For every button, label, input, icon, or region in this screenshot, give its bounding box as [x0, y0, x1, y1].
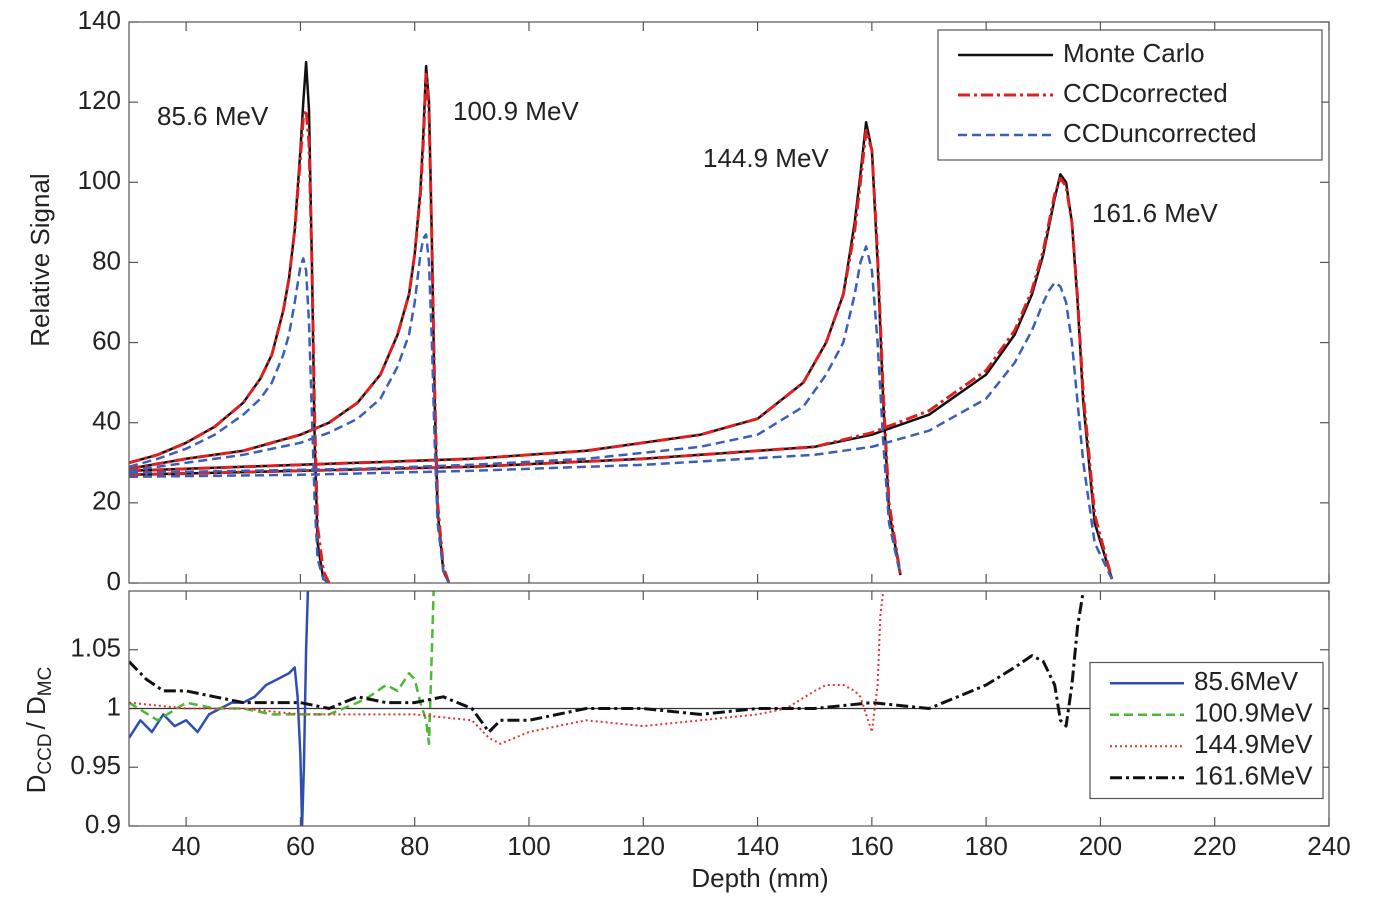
- legend-label: CCDuncorrected: [1063, 118, 1257, 148]
- y-tick-label: 100: [78, 165, 121, 195]
- y-tick-label: 20: [92, 486, 121, 516]
- data-line: [129, 245, 902, 576]
- data-line: [129, 176, 1114, 580]
- y-tick-label: 0.95: [70, 750, 121, 780]
- data-line: [129, 72, 451, 583]
- x-tick-label: 140: [736, 831, 779, 861]
- data-line: [129, 233, 451, 583]
- data-line: [129, 108, 331, 583]
- plot-lines: [129, 60, 1114, 583]
- y-tick-label: 40: [92, 406, 121, 436]
- legend-label: CCDcorrected: [1063, 78, 1228, 108]
- plot-lines: [129, 591, 1085, 826]
- y-tick-label: 80: [92, 245, 121, 275]
- data-line: [129, 281, 1114, 580]
- data-line: [129, 591, 435, 746]
- y-axis-label: Relative Signal: [25, 173, 55, 346]
- data-line: [129, 257, 330, 583]
- x-axis-label: Depth (mm): [691, 863, 828, 893]
- legend-box: [1089, 661, 1324, 800]
- axes-frame: [128, 21, 1330, 584]
- annotation: 85.6 MeV: [157, 101, 269, 131]
- legend-label: 85.6MeV: [1194, 666, 1299, 696]
- label-part: D: [21, 775, 51, 794]
- x-tick-label: 60: [286, 831, 315, 861]
- data-line: [129, 591, 885, 745]
- x-tick-label: 40: [172, 831, 201, 861]
- label-part: / D: [21, 696, 51, 729]
- y-tick-label: 60: [92, 325, 121, 355]
- x-tick-label: 200: [1079, 831, 1122, 861]
- annotation: 161.6 MeV: [1092, 198, 1218, 228]
- y-tick-label: 120: [78, 85, 121, 115]
- axes-frame: [128, 590, 1330, 827]
- legend-label: 100.9MeV: [1194, 698, 1313, 728]
- annotation: 144.9 MeV: [703, 143, 829, 173]
- legend-label: Monte Carlo: [1063, 38, 1205, 68]
- x-tick-label: 100: [507, 831, 550, 861]
- data-line: [129, 128, 902, 576]
- data-line: [129, 591, 1085, 734]
- y-axis-label: DCCD / DMC: [21, 667, 56, 794]
- x-tick-label: 120: [622, 831, 665, 861]
- y-tick-label: 1: [107, 691, 121, 721]
- y-tick-label: 1.05: [70, 633, 121, 663]
- data-line: [129, 591, 310, 826]
- x-tick-label: 180: [964, 831, 1007, 861]
- y-tick-label: 0: [107, 566, 121, 596]
- legend-label: 161.6MeV: [1194, 761, 1313, 791]
- y-tick-label: 0.9: [85, 809, 121, 839]
- legend-label: 144.9MeV: [1194, 729, 1313, 759]
- label-part: MC: [35, 667, 56, 697]
- label-part: CCD: [35, 733, 56, 774]
- legend-box: [937, 29, 1323, 161]
- x-tick-label: 160: [850, 831, 893, 861]
- x-tick-label: 220: [1193, 831, 1236, 861]
- x-tick-label: 80: [400, 831, 429, 861]
- y-tick-label: 140: [78, 5, 121, 35]
- x-tick-label: 240: [1307, 831, 1350, 861]
- annotation: 100.9 MeV: [453, 96, 579, 126]
